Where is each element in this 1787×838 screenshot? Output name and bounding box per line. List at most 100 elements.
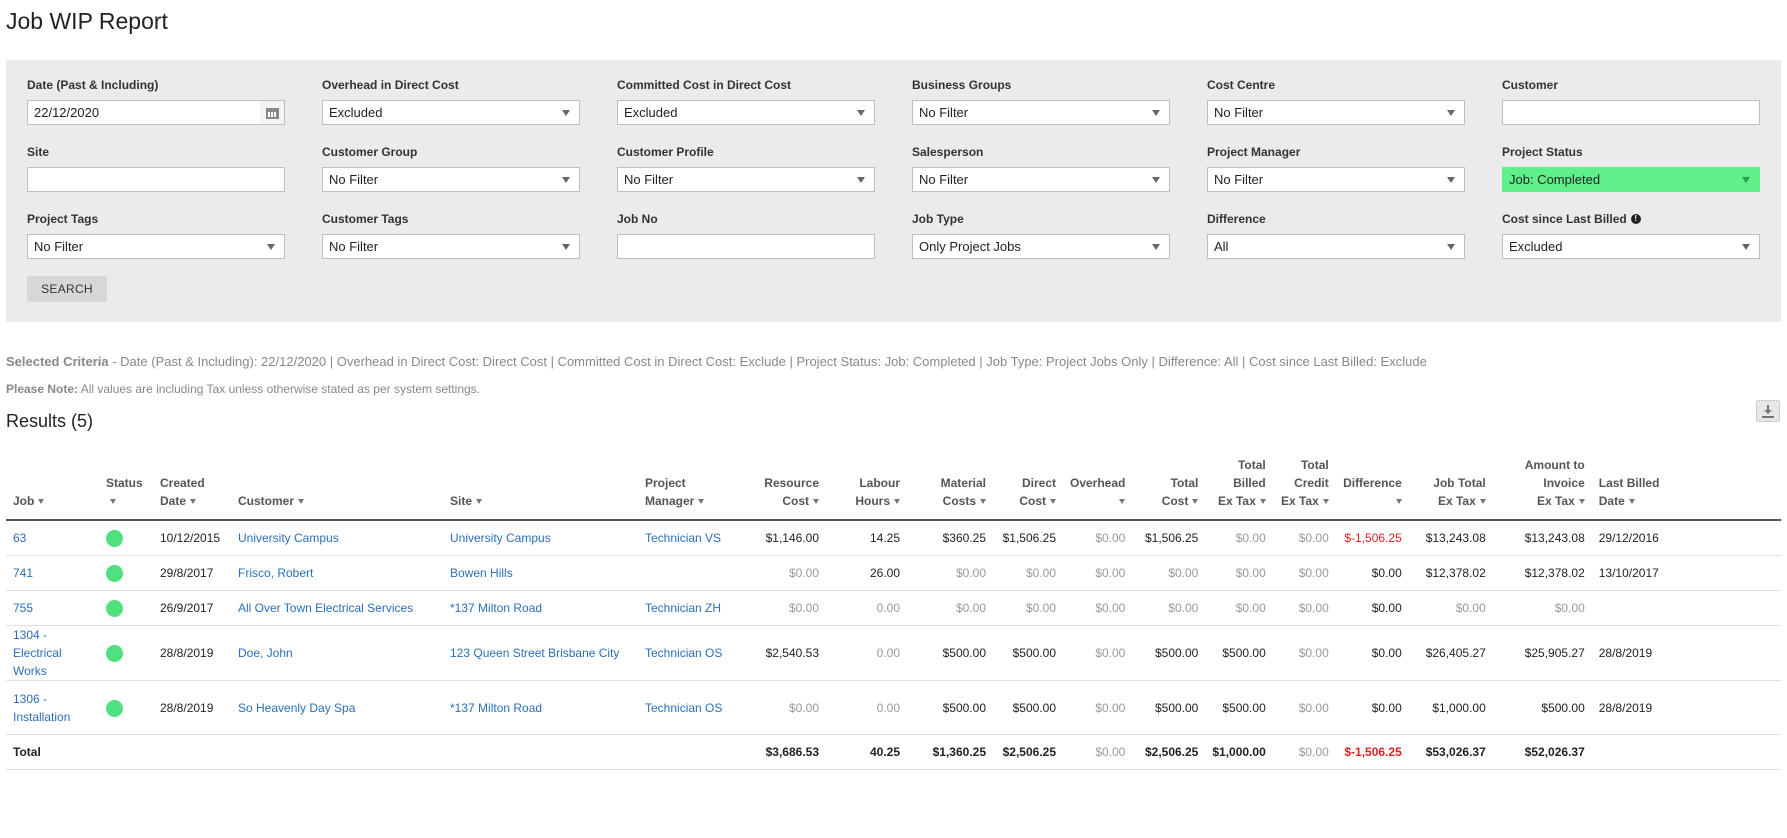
col-amount-to-invoice[interactable]: Amount to Invoice Ex Tax — [1492, 456, 1592, 521]
col-job[interactable]: Job — [6, 456, 99, 521]
site-link[interactable]: *137 Milton Road — [443, 590, 638, 626]
col-labour-hours[interactable]: Labour Hours — [826, 456, 907, 521]
caret-down-icon — [562, 110, 570, 116]
pm-link[interactable]: Technician OS — [638, 680, 746, 735]
pm-link[interactable]: Technician ZH — [638, 590, 746, 626]
caret-down-icon — [857, 177, 865, 183]
overhead-filter: Overhead in Direct Cost Excluded — [322, 76, 580, 125]
pm-link[interactable]: Technician VS — [638, 520, 746, 556]
project-manager-filter: Project Manager No Filter — [1207, 143, 1465, 192]
col-overhead[interactable]: Overhead — [1063, 456, 1133, 521]
customer-link[interactable]: So Heavenly Day Spa — [231, 680, 443, 735]
project-tags-label: Project Tags — [27, 212, 99, 226]
job-link[interactable]: 741 — [6, 555, 99, 591]
calendar-icon — [266, 108, 279, 119]
table-row: 741 29/8/2017 Frisco, Robert Bowen Hills… — [6, 555, 1781, 591]
customer-input[interactable] — [1502, 100, 1760, 125]
col-project-manager[interactable]: Project Manager — [638, 456, 746, 521]
job-no-input[interactable] — [617, 234, 875, 259]
note-label: Please Note: — [6, 382, 79, 396]
customer-profile-label: Customer Profile — [617, 145, 714, 159]
site-link[interactable]: *137 Milton Road — [443, 680, 638, 735]
site-link[interactable]: 123 Queen Street Brisbane City — [443, 625, 638, 681]
site-input[interactable] — [27, 167, 285, 192]
business-groups-filter: Business Groups No Filter — [912, 76, 1170, 125]
pm-link[interactable]: Technician OS — [638, 625, 746, 681]
customer-tags-value: No Filter — [329, 239, 379, 254]
col-customer[interactable]: Customer — [231, 456, 443, 521]
site-label: Site — [27, 145, 50, 159]
cost-since-billed-label-wrap: Cost since Last Billed! — [1502, 210, 1760, 228]
customer-profile-select[interactable]: No Filter — [617, 167, 875, 192]
customer-link[interactable]: All Over Town Electrical Services — [231, 590, 443, 626]
business-groups-value: No Filter — [919, 105, 969, 120]
caret-down-icon — [267, 244, 275, 250]
project-status-filter: Project Status Job: Completed — [1502, 143, 1760, 192]
customer-profile-filter: Customer Profile No Filter — [617, 143, 875, 192]
customer-tags-select[interactable]: No Filter — [322, 234, 580, 259]
pm-link[interactable] — [638, 555, 746, 591]
info-icon[interactable]: ! — [1630, 214, 1641, 224]
difference-select[interactable]: All — [1207, 234, 1465, 259]
calendar-button[interactable] — [260, 100, 285, 125]
customer-group-select[interactable]: No Filter — [322, 167, 580, 192]
sort-icon — [1050, 499, 1056, 505]
customer-link[interactable]: University Campus — [231, 520, 443, 556]
business-groups-select[interactable]: No Filter — [912, 100, 1170, 125]
table-row: 63 10/12/2015 University Campus Universi… — [6, 520, 1781, 556]
col-total-billed[interactable]: Total Billed Ex Tax — [1205, 456, 1273, 521]
cost-centre-label: Cost Centre — [1207, 78, 1276, 92]
committed-select[interactable]: Excluded — [617, 100, 875, 125]
status-cell — [99, 590, 153, 626]
customer-tags-filter: Customer Tags No Filter — [322, 210, 580, 259]
overhead-select[interactable]: Excluded — [322, 100, 580, 125]
header-row: Job Status Created Date Customer Site Pro… — [6, 456, 1781, 521]
status-dot-icon — [106, 645, 123, 663]
status-cell — [99, 680, 153, 735]
cost-since-billed-label: Cost since Last Billed — [1502, 212, 1627, 226]
customer-profile-value: No Filter — [624, 172, 674, 187]
cost-centre-select[interactable]: No Filter — [1207, 100, 1465, 125]
col-site[interactable]: Site — [443, 456, 638, 521]
customer-link[interactable]: Frisco, Robert — [231, 555, 443, 591]
results-table: Job Status Created Date Customer Site Pro… — [6, 456, 1781, 770]
download-button[interactable] — [1756, 400, 1780, 422]
col-created[interactable]: Created Date — [153, 456, 231, 521]
download-icon — [1764, 405, 1772, 415]
customer-group-label: Customer Group — [322, 145, 418, 159]
committed-filter: Committed Cost in Direct Cost Excluded — [617, 76, 875, 125]
project-status-select[interactable]: Job: Completed — [1502, 167, 1760, 192]
project-manager-value: No Filter — [1214, 172, 1264, 187]
col-total-credit[interactable]: Total Credit Ex Tax — [1272, 456, 1336, 521]
sort-icon — [1395, 499, 1402, 505]
job-link[interactable]: 755 — [6, 590, 99, 626]
date-input[interactable]: 22/12/2020 — [27, 100, 261, 125]
project-tags-value: No Filter — [34, 239, 84, 254]
project-manager-select[interactable]: No Filter — [1207, 167, 1465, 192]
col-resource-cost[interactable]: Resource Cost — [746, 456, 826, 521]
col-last-billed[interactable]: Last Billed Date — [1591, 456, 1781, 521]
col-status[interactable]: Status — [99, 456, 153, 521]
col-material-costs[interactable]: Material Costs — [907, 456, 993, 521]
table-row: 1304 - Electrical Works 28/8/2019 Doe, J… — [6, 625, 1781, 681]
job-type-select[interactable]: Only Project Jobs — [912, 234, 1170, 259]
job-link[interactable]: 1306 - Installation — [6, 680, 99, 735]
date-label: Date (Past & Including) — [27, 78, 159, 92]
job-link[interactable]: 1304 - Electrical Works — [6, 625, 99, 681]
site-link[interactable]: Bowen Hills — [443, 555, 638, 591]
col-direct-cost[interactable]: Direct Cost — [993, 456, 1063, 521]
caret-down-icon — [1152, 110, 1160, 116]
search-button[interactable]: SEARCH — [27, 276, 107, 302]
col-job-total[interactable]: Job Total Ex Tax — [1408, 456, 1493, 521]
salesperson-select[interactable]: No Filter — [912, 167, 1170, 192]
customer-link[interactable]: Doe, John — [231, 625, 443, 681]
job-type-filter: Job Type Only Project Jobs — [912, 210, 1170, 259]
col-difference[interactable]: Difference — [1335, 456, 1409, 521]
please-note: Please Note: All values are including Ta… — [6, 382, 480, 396]
job-link[interactable]: 63 — [6, 520, 99, 556]
project-tags-select[interactable]: No Filter — [27, 234, 285, 259]
site-link[interactable]: University Campus — [443, 520, 638, 556]
col-total-cost[interactable]: Total Cost — [1132, 456, 1206, 521]
cost-since-billed-select[interactable]: Excluded — [1502, 234, 1760, 259]
caret-down-icon — [1447, 177, 1455, 183]
